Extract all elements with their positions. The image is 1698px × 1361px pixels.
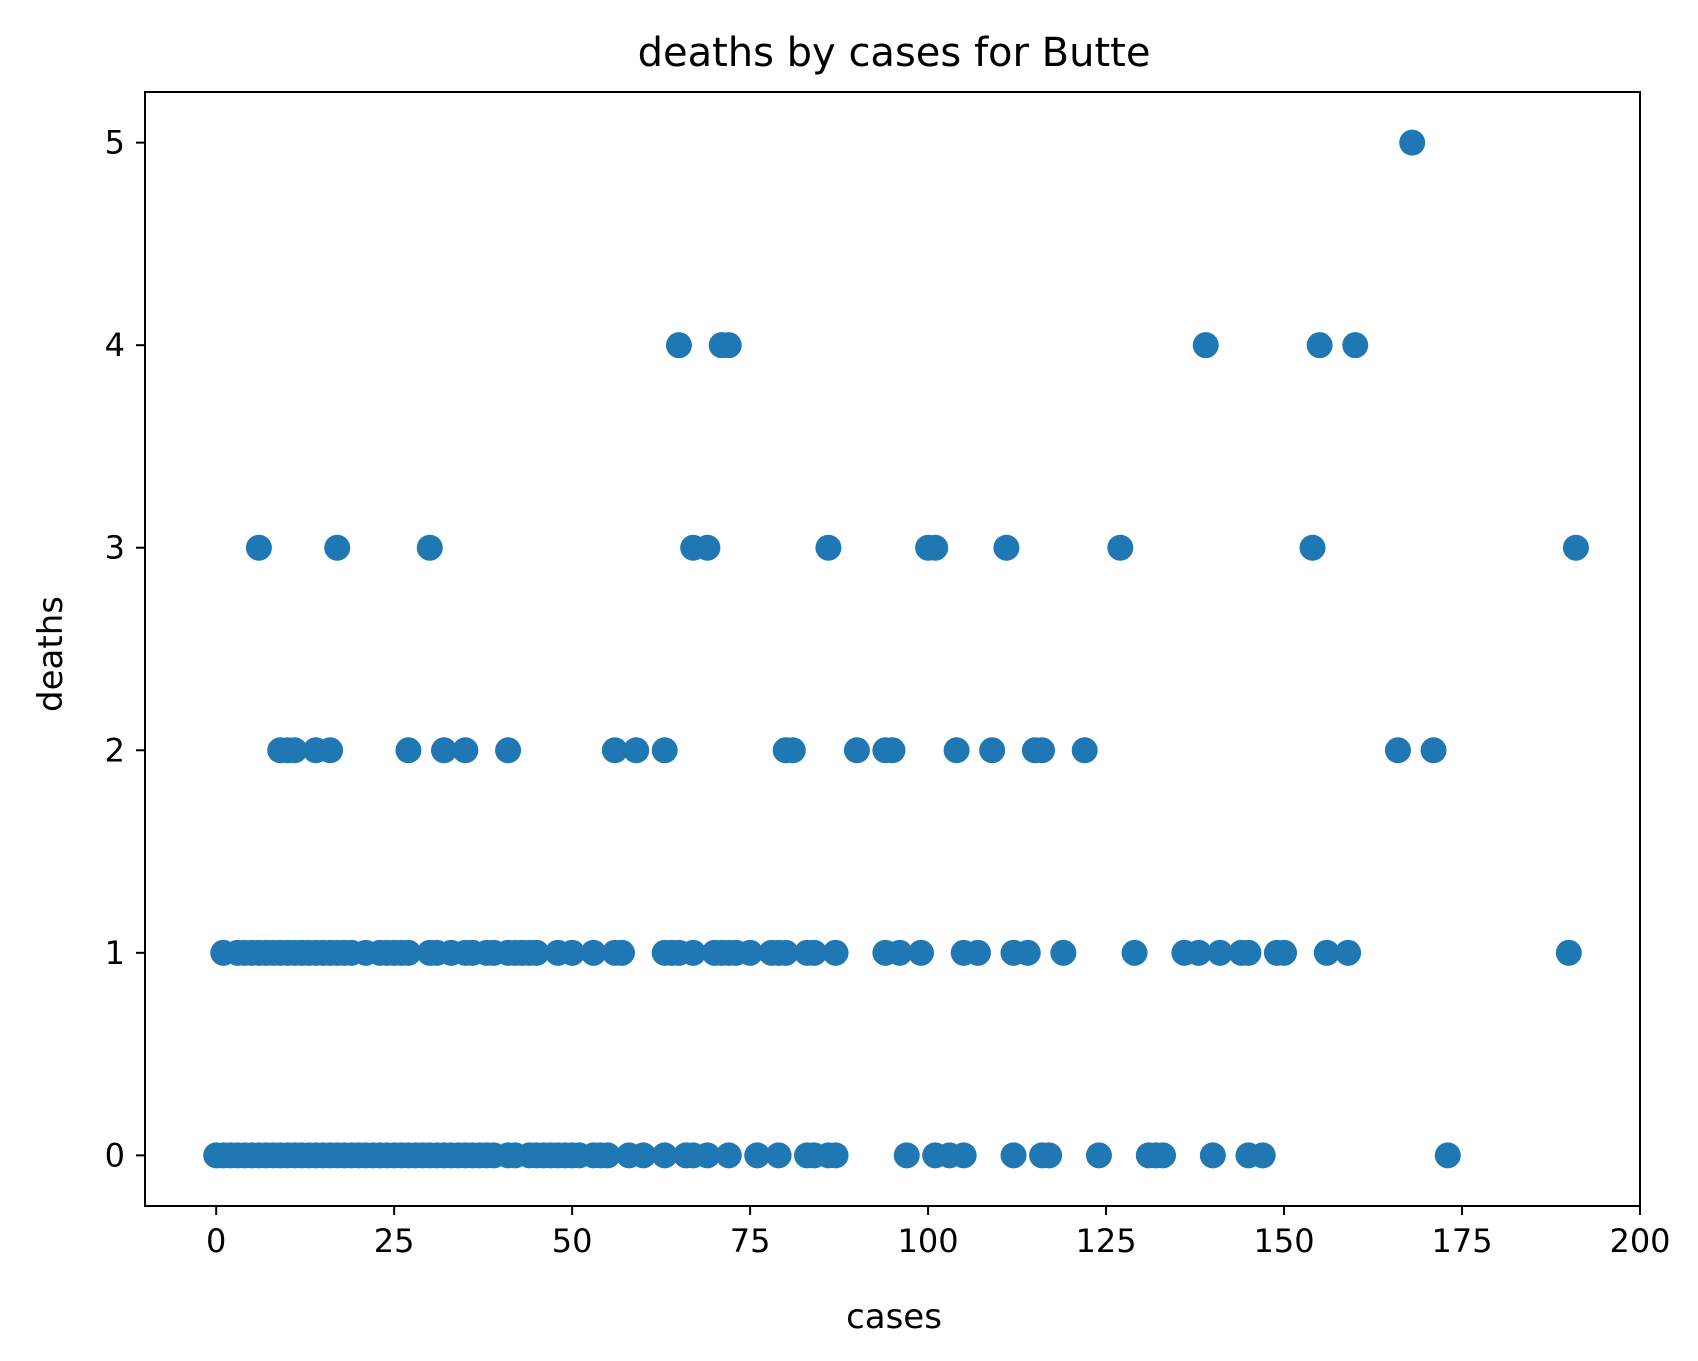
points-layer (203, 129, 1589, 1169)
data-point (744, 1142, 771, 1169)
data-point (651, 737, 678, 764)
data-point (1399, 129, 1426, 156)
data-point (1121, 939, 1148, 966)
data-point (431, 737, 457, 764)
data-point (801, 939, 828, 966)
data-point (559, 939, 586, 966)
data-point (601, 737, 628, 764)
data-point (495, 737, 522, 764)
x-axis: 0 25 50 75 100 125 150 175 200 (206, 1206, 1671, 1260)
data-point (1150, 1142, 1177, 1169)
y-tick-label: 1 (105, 934, 125, 972)
data-point (822, 1142, 849, 1169)
data-point (623, 737, 650, 764)
data-point (1085, 1142, 1112, 1169)
data-point (1342, 332, 1369, 359)
data-point (815, 534, 842, 561)
x-tick-label: 125 (1076, 1222, 1137, 1260)
data-point (907, 939, 934, 966)
data-point (779, 737, 806, 764)
data-point (317, 737, 344, 764)
data-point (715, 332, 742, 359)
data-point (1313, 939, 1340, 966)
data-point (1306, 332, 1333, 359)
data-point (979, 737, 1006, 764)
x-tick-label: 175 (1431, 1222, 1492, 1260)
x-tick-label: 50 (552, 1222, 593, 1260)
data-point (580, 939, 607, 966)
data-point (715, 1142, 742, 1169)
data-point (1071, 737, 1098, 764)
data-point (843, 737, 870, 764)
data-point (1562, 534, 1589, 561)
data-point (694, 534, 721, 561)
data-point (1384, 737, 1411, 764)
x-tick-label: 75 (730, 1222, 771, 1260)
data-point (1029, 737, 1055, 764)
data-point (964, 939, 991, 966)
data-point (765, 1142, 792, 1169)
data-point (943, 737, 970, 764)
data-point (1299, 534, 1326, 561)
data-point (1014, 939, 1041, 966)
data-point (1206, 939, 1233, 966)
data-point (1555, 939, 1582, 966)
data-point (630, 1142, 657, 1169)
y-tick-label: 4 (105, 326, 125, 364)
data-point (1185, 939, 1212, 966)
data-point (1107, 534, 1134, 561)
y-tick-label: 0 (105, 1136, 125, 1174)
data-point (822, 939, 849, 966)
data-point (680, 939, 707, 966)
data-point (1192, 332, 1219, 359)
data-point (281, 737, 308, 764)
data-point (324, 534, 351, 561)
data-point (651, 1142, 678, 1169)
y-tick-label: 5 (105, 124, 125, 162)
y-tick-label: 2 (105, 731, 125, 769)
data-point (395, 939, 422, 966)
data-point (772, 939, 799, 966)
data-point (950, 1142, 977, 1169)
data-point (893, 1142, 920, 1169)
y-axis-label: deaths (31, 596, 71, 712)
data-point (1235, 939, 1262, 966)
x-axis-label: cases (846, 1297, 942, 1337)
x-tick-label: 0 (206, 1222, 226, 1260)
x-tick-label: 100 (898, 1222, 959, 1260)
data-point (523, 939, 550, 966)
x-tick-label: 200 (1609, 1222, 1670, 1260)
data-point (1036, 1142, 1063, 1169)
data-point (245, 534, 272, 561)
data-point (608, 939, 635, 966)
data-point (922, 534, 949, 561)
data-point (416, 534, 443, 561)
data-point (1434, 1142, 1461, 1169)
plot-frame (144, 91, 1641, 1207)
data-point (879, 737, 906, 764)
data-point (1050, 939, 1077, 966)
data-point (1199, 1142, 1226, 1169)
data-point (886, 939, 913, 966)
data-point (1335, 939, 1362, 966)
data-point (993, 534, 1020, 561)
data-point (1420, 737, 1447, 764)
data-point (594, 1142, 621, 1169)
data-point (395, 737, 422, 764)
x-tick-label: 150 (1254, 1222, 1315, 1260)
y-tick-label: 3 (105, 529, 125, 567)
x-tick-label: 25 (374, 1222, 415, 1260)
data-point (1249, 1142, 1276, 1169)
data-point (694, 1142, 721, 1169)
data-point (737, 939, 764, 966)
data-point (1271, 939, 1298, 966)
data-point (665, 332, 692, 359)
data-point (452, 737, 479, 764)
chart-title: deaths by cases for Butte (638, 30, 1151, 76)
y-axis: 0 1 2 3 4 5 (105, 124, 145, 1174)
data-point (1000, 1142, 1027, 1169)
